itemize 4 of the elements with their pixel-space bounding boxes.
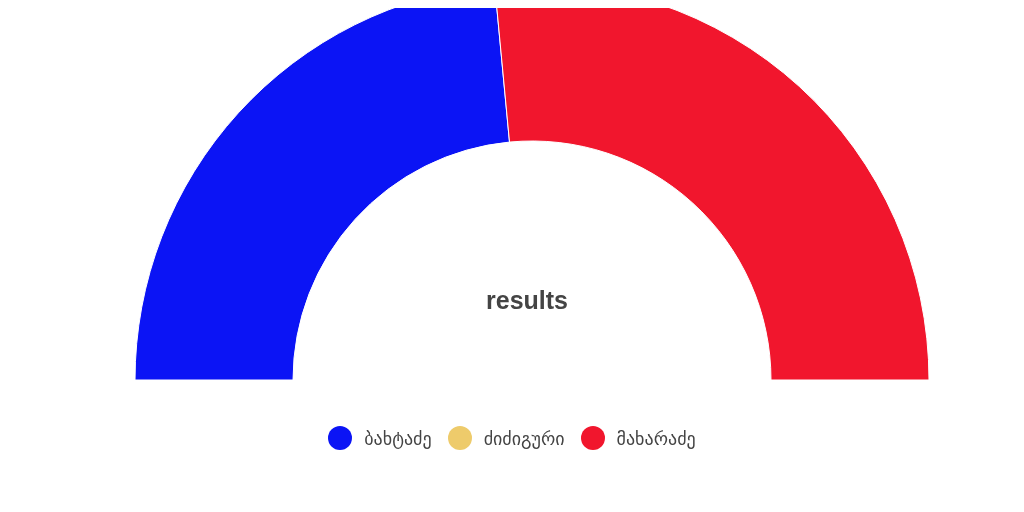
legend-label: მახარაძე — [616, 427, 696, 449]
legend-label: ძიძიგური — [483, 427, 565, 449]
legend-label: ბახტაძე — [364, 427, 432, 449]
text: results — [486, 286, 568, 314]
